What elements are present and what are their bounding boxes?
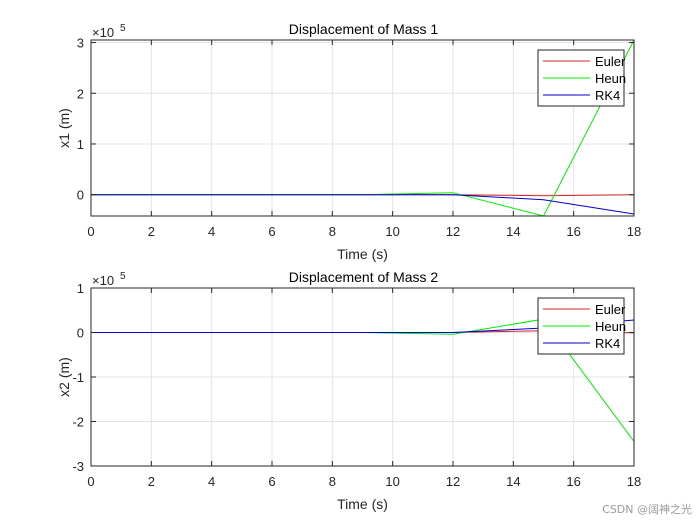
chart1-axes-box xyxy=(90,39,635,217)
watermark: CSDN @阔神之光 xyxy=(602,503,692,516)
chart2-x-tick-label: 2 xyxy=(148,474,155,489)
chart1-x-tick-label: 4 xyxy=(208,224,215,239)
chart1-x-tick-label: 10 xyxy=(385,224,399,239)
chart2-x-tick-label: 18 xyxy=(627,474,641,489)
chart1-title: Displacement of Mass 1 xyxy=(289,21,439,37)
chart1-y-exponent-power: 5 xyxy=(120,23,126,34)
chart1-x-tick-label: 18 xyxy=(627,224,641,239)
chart2-y-tick-label: -1 xyxy=(72,370,84,385)
chart2-x-tick-label: 6 xyxy=(268,474,275,489)
chart1-y-exponent-base: ×10 xyxy=(92,25,114,40)
chart1-y-tick-label: 3 xyxy=(77,36,84,51)
chart2-y-tick-label: -2 xyxy=(72,415,84,430)
chart1-y-tick-label: 2 xyxy=(77,86,84,101)
chart2-y-tick-label: 0 xyxy=(77,326,84,341)
chart2-x-tick-label: 8 xyxy=(329,474,336,489)
chart1-x-tick-label: 12 xyxy=(446,224,460,239)
chart2-legend-label-euler: Euler xyxy=(595,302,626,317)
chart2-x-tick-label: 12 xyxy=(446,474,460,489)
chart1-legend-label-euler: Euler xyxy=(595,54,626,69)
chart1-legend-label-heun: Heun xyxy=(595,71,626,86)
chart2-x-axis-label: Time (s) xyxy=(337,496,388,512)
chart1-x-axis-label: Time (s) xyxy=(337,246,388,262)
chart2-y-tick-label: -3 xyxy=(72,459,84,474)
chart1-x-tick-label: 14 xyxy=(506,224,520,239)
chart2-y-exponent-power: 5 xyxy=(120,271,126,282)
chart1-legend-label-rk4: RK4 xyxy=(595,88,620,103)
chart2-x-tick-label: 10 xyxy=(385,474,399,489)
chart1-series-line-rk4 xyxy=(91,194,634,215)
chart1-x-tick-label: 6 xyxy=(268,224,275,239)
chart1-y-axis-label: x1 (m) xyxy=(56,108,72,148)
chart1-x-tick-label: 0 xyxy=(87,224,94,239)
chart2-legend-label-heun: Heun xyxy=(595,319,626,334)
chart2-legend-label-rk4: RK4 xyxy=(595,336,620,351)
chart2-x-tick-label: 0 xyxy=(87,474,94,489)
chart2-y-axis-label: x2 (m) xyxy=(56,357,72,397)
chart1-x-tick-label: 16 xyxy=(566,224,580,239)
chart1-y-tick-label: 0 xyxy=(77,188,84,203)
chart2-x-tick-label: 14 xyxy=(506,474,520,489)
chart1-x-tick-label: 2 xyxy=(148,224,155,239)
chart2-title: Displacement of Mass 2 xyxy=(289,269,439,285)
chart2-y-exponent-base: ×10 xyxy=(92,273,114,288)
chart1-x-tick-label: 8 xyxy=(329,224,336,239)
chart2-x-tick-label: 4 xyxy=(208,474,215,489)
chart1-y-tick-label: 1 xyxy=(77,137,84,152)
chart2-y-tick-label: 1 xyxy=(77,281,84,296)
chart2-x-tick-label: 16 xyxy=(566,474,580,489)
